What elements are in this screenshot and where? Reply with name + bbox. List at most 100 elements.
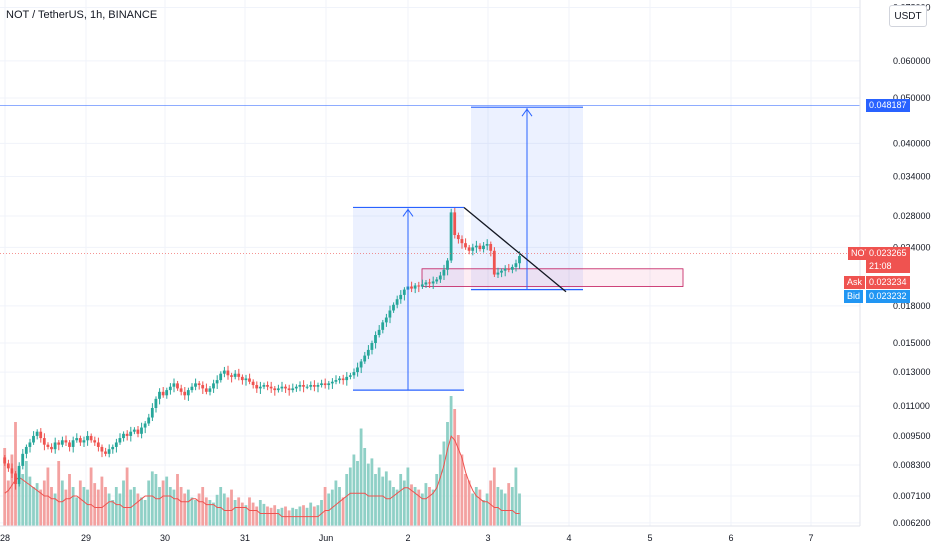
- drawing-tools[interactable]: [0, 105, 860, 391]
- price-tick-label: 0.050000: [893, 93, 931, 103]
- candle-body: [251, 381, 255, 386]
- volume-ma-line: [4, 435, 520, 518]
- volume-bar: [374, 474, 377, 526]
- volume-bar: [514, 467, 518, 526]
- candle-body: [424, 282, 428, 285]
- volume-bar: [316, 505, 320, 526]
- candle-body: [183, 391, 187, 396]
- candle-body: [287, 388, 291, 391]
- volume-bar: [262, 503, 266, 526]
- volume-bar: [474, 487, 478, 526]
- candle-body: [154, 398, 158, 408]
- volume-bar: [406, 467, 410, 526]
- volume-bar: [302, 505, 305, 526]
- volume-bar: [352, 454, 356, 526]
- currency-button[interactable]: USDT: [889, 5, 927, 27]
- time-tick-label: Jun: [319, 533, 334, 543]
- volume-bar: [359, 428, 363, 526]
- volume-bar: [309, 502, 313, 526]
- candle-body: [194, 383, 197, 387]
- time-tick-label: 3: [485, 533, 490, 543]
- time-tick-label: 6: [728, 533, 733, 543]
- candle-body: [82, 440, 86, 443]
- candle-body: [363, 355, 367, 362]
- candle-body: [176, 383, 179, 389]
- volume-bar: [518, 493, 521, 526]
- volume-bar: [251, 502, 255, 526]
- candle-body: [248, 378, 251, 382]
- candle-body: [89, 435, 93, 441]
- volume-bar: [53, 493, 57, 526]
- candle-body: [230, 375, 233, 377]
- candle-body: [75, 438, 79, 441]
- volume-bar: [168, 487, 172, 526]
- candle-body: [374, 335, 377, 343]
- volume-bar: [395, 489, 399, 526]
- time-tick-label: 31: [240, 533, 250, 543]
- candle-body: [24, 446, 28, 454]
- volume-bar: [413, 487, 417, 526]
- candle-body: [118, 438, 122, 443]
- volume-bar: [327, 493, 331, 526]
- volume-bar: [64, 489, 68, 526]
- candle-body: [442, 269, 446, 276]
- volume-bar: [402, 480, 406, 526]
- time-axis[interactable]: 28 29 30 31 Jun 2 3 4 5 6 7: [0, 525, 860, 543]
- bid-tag: Bid: [844, 289, 864, 303]
- volume-bar: [50, 487, 53, 526]
- candle-body: [500, 270, 503, 273]
- countdown-timer: 21:08: [869, 261, 892, 272]
- candle-body: [125, 433, 129, 436]
- volume-bar: [3, 448, 7, 526]
- volume-bar: [345, 474, 349, 526]
- descending-trendline: [463, 206, 567, 293]
- candle-body: [132, 429, 136, 432]
- volume-bar: [464, 474, 467, 526]
- chart-title: NOT / TetherUS, 1h, BINANCE: [6, 9, 158, 21]
- volume-bar: [323, 487, 327, 526]
- volume-bar: [78, 480, 82, 526]
- candle-body: [161, 391, 165, 396]
- candle-body: [478, 245, 482, 250]
- candle-body: [370, 343, 374, 350]
- candle-body: [352, 372, 356, 376]
- candle-body: [388, 310, 392, 318]
- volume-bar: [190, 497, 194, 526]
- volume-bar: [467, 480, 471, 526]
- candle-body: [377, 329, 381, 336]
- volume-bars: [3, 396, 521, 526]
- volume-bar: [417, 489, 421, 526]
- time-tick-label: 28: [0, 533, 10, 543]
- volume-bar: [28, 476, 32, 526]
- last-price-value: 0.023265: [869, 248, 907, 259]
- ask-tag: Ask: [844, 275, 866, 289]
- candle-body: [492, 250, 496, 275]
- volume-bar: [233, 500, 237, 526]
- volume-bar: [219, 487, 223, 526]
- volume-bar: [21, 474, 25, 526]
- volume-bar: [485, 493, 489, 526]
- candle-body: [330, 381, 334, 384]
- candle-body: [240, 376, 244, 381]
- volume-bar: [248, 497, 251, 526]
- candle-body: [197, 383, 201, 386]
- candle-body: [212, 383, 215, 389]
- measure-boxes[interactable]: [353, 107, 684, 391]
- candle-body: [471, 247, 475, 251]
- volume-bar: [294, 509, 298, 526]
- candle-body: [21, 453, 25, 466]
- volume-bar: [460, 454, 464, 526]
- candle-body: [39, 431, 43, 439]
- candle-body: [291, 388, 295, 391]
- volume-bar: [42, 480, 46, 526]
- volume-bar: [453, 409, 457, 526]
- candle-body: [179, 388, 183, 392]
- volume-bar: [438, 454, 442, 526]
- volume-bar: [89, 467, 93, 526]
- volume-bar: [179, 487, 183, 526]
- candle-body: [57, 442, 61, 445]
- time-tick-label: 4: [566, 533, 571, 543]
- volume-bar: [32, 487, 35, 526]
